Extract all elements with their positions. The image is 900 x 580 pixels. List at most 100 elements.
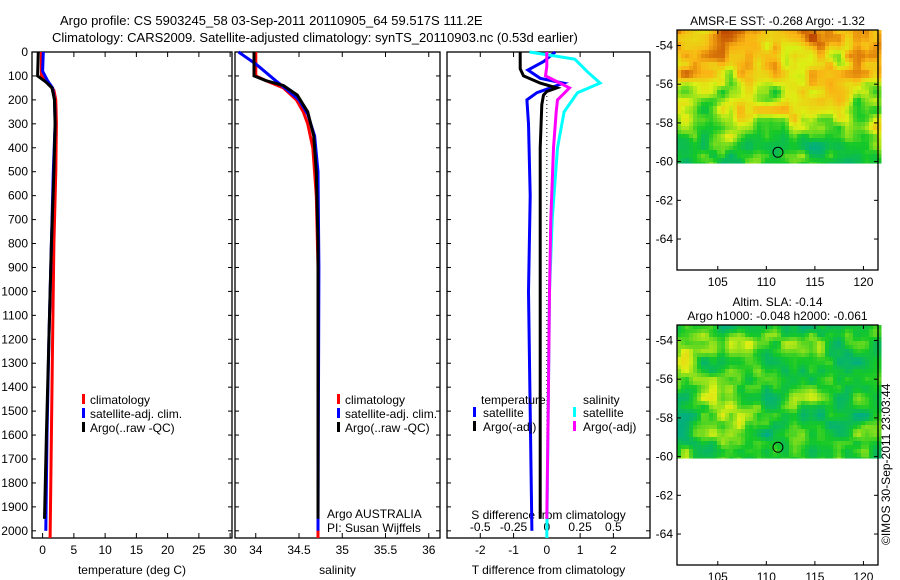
map-cell bbox=[813, 453, 818, 458]
map-cell bbox=[705, 38, 710, 43]
map-cell bbox=[757, 329, 762, 334]
map-cell bbox=[773, 118, 778, 123]
map-cell bbox=[785, 413, 790, 418]
map-cell bbox=[749, 54, 754, 59]
map-cell bbox=[845, 98, 850, 103]
map-cell bbox=[681, 150, 686, 155]
map-cell bbox=[809, 74, 814, 79]
map-cell bbox=[801, 82, 806, 87]
map-cell bbox=[865, 341, 870, 346]
map-cell bbox=[737, 146, 742, 151]
map-cell bbox=[709, 449, 714, 454]
map-cell bbox=[769, 62, 774, 67]
map-cell bbox=[697, 441, 702, 446]
map-cell bbox=[725, 417, 730, 422]
map-cell bbox=[785, 98, 790, 103]
map-cell bbox=[837, 353, 842, 358]
map-cell bbox=[789, 337, 794, 342]
map-cell bbox=[793, 118, 798, 123]
map-cell bbox=[785, 114, 790, 119]
map-cell bbox=[709, 385, 714, 390]
map-cell bbox=[869, 98, 874, 103]
map-cell bbox=[833, 130, 838, 135]
map-cell bbox=[693, 138, 698, 143]
map-cell bbox=[841, 66, 846, 71]
map-cell bbox=[761, 353, 766, 358]
map-cell bbox=[765, 405, 770, 410]
map-cell bbox=[829, 393, 834, 398]
map-cell bbox=[721, 381, 726, 386]
map-cell bbox=[693, 449, 698, 454]
map-cell bbox=[693, 114, 698, 119]
map-cell bbox=[749, 397, 754, 402]
x2-tick-label: -0.5 bbox=[470, 520, 491, 534]
map-cell bbox=[877, 333, 882, 338]
map-cell bbox=[677, 74, 682, 79]
map-cell bbox=[785, 162, 790, 164]
map-cell bbox=[689, 405, 694, 410]
map-cell bbox=[869, 114, 874, 119]
map-cell bbox=[765, 118, 770, 123]
map-cell bbox=[725, 102, 730, 107]
map-cell bbox=[705, 34, 710, 39]
map-cell bbox=[809, 457, 814, 459]
map-cell bbox=[689, 138, 694, 143]
map-cell bbox=[757, 62, 762, 67]
map-cell bbox=[829, 58, 834, 63]
map-cell bbox=[709, 409, 714, 414]
map-cell bbox=[725, 445, 730, 450]
map-cell bbox=[701, 94, 706, 99]
map-cell bbox=[677, 158, 682, 163]
map-cell bbox=[853, 329, 858, 334]
map-cell bbox=[857, 357, 862, 362]
map-cell bbox=[869, 122, 874, 127]
map-cell bbox=[849, 369, 854, 374]
map-cell bbox=[745, 337, 750, 342]
map-cell bbox=[685, 38, 690, 43]
map-cell bbox=[777, 365, 782, 370]
map-cell bbox=[861, 114, 866, 119]
map-cell bbox=[877, 381, 882, 386]
map-cell bbox=[761, 102, 766, 107]
map-cell bbox=[837, 58, 842, 63]
map-cell bbox=[773, 70, 778, 75]
map-cell bbox=[873, 62, 878, 67]
map-cell bbox=[793, 445, 798, 450]
map-cell bbox=[877, 361, 882, 366]
map-cell bbox=[813, 110, 818, 115]
map-cell bbox=[733, 122, 738, 127]
map-cell bbox=[709, 146, 714, 151]
map-cell bbox=[749, 78, 754, 83]
map-cell bbox=[817, 54, 822, 59]
map-cell bbox=[685, 102, 690, 107]
map-cell bbox=[761, 333, 766, 338]
map-cell bbox=[793, 30, 798, 35]
map-cell bbox=[729, 373, 734, 378]
map-cell bbox=[753, 74, 758, 79]
map-cell bbox=[721, 341, 726, 346]
map-cell bbox=[801, 142, 806, 147]
map-cell bbox=[781, 429, 786, 434]
map-cell bbox=[841, 361, 846, 366]
map-cell bbox=[873, 34, 878, 39]
map-cell bbox=[809, 401, 814, 406]
map-cell bbox=[729, 377, 734, 382]
map-cell bbox=[761, 90, 766, 95]
map-cell bbox=[793, 389, 798, 394]
map-cell bbox=[769, 54, 774, 59]
map-cell bbox=[797, 54, 802, 59]
map-cell bbox=[745, 106, 750, 111]
map-cell bbox=[757, 417, 762, 422]
map-cell bbox=[797, 90, 802, 95]
map-cell bbox=[813, 333, 818, 338]
map-cell bbox=[773, 58, 778, 63]
map-cell bbox=[861, 453, 866, 458]
map-cell bbox=[865, 154, 870, 159]
map-cell bbox=[801, 341, 806, 346]
map-cell bbox=[853, 453, 858, 458]
map-cell bbox=[745, 162, 750, 164]
map-cell bbox=[693, 457, 698, 459]
map-cell bbox=[857, 102, 862, 107]
map-cell bbox=[741, 441, 746, 446]
map-cell bbox=[877, 377, 882, 382]
